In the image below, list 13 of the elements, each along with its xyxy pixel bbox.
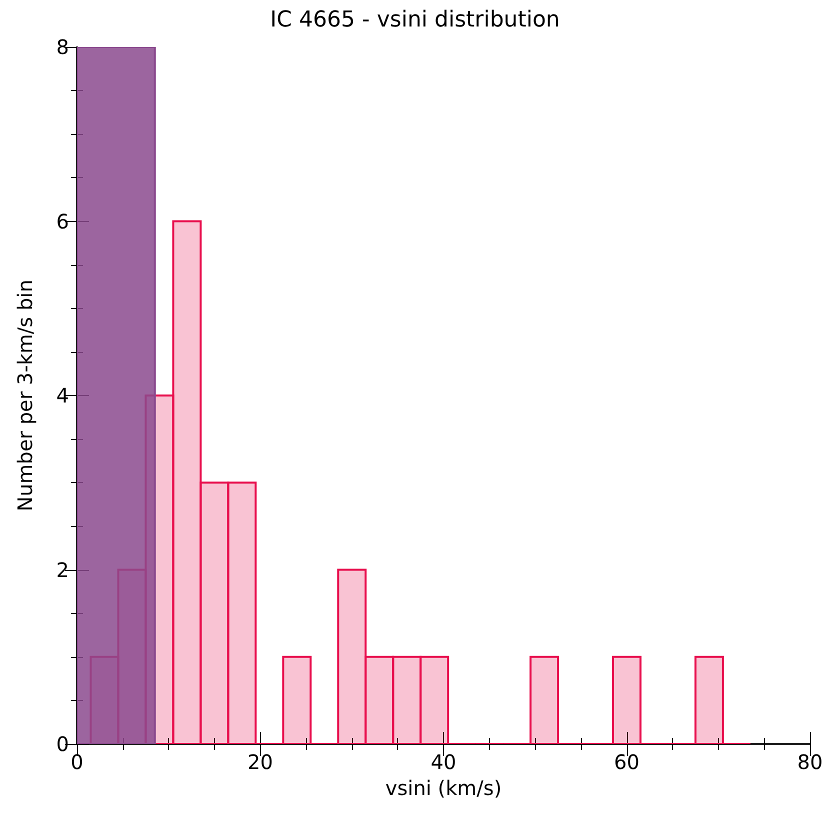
y-tick-label: 8: [56, 35, 69, 59]
x-tick-label: 80: [797, 750, 823, 774]
x-tick-label: 0: [70, 750, 84, 774]
y-tick-label: 0: [56, 732, 69, 756]
x-axis-title: vsini (km/s): [385, 776, 502, 800]
x-tick-label: 20: [248, 750, 273, 774]
y-axis-title: Number per 3-km/s bin: [13, 280, 37, 512]
chart-title: IC 4665 - vsini distribution: [270, 8, 560, 32]
x-tick-label: 40: [430, 750, 456, 774]
y-tick-label: 2: [56, 558, 69, 582]
x-tick-label: 60: [614, 750, 640, 774]
y-tick-label: 6: [56, 209, 69, 234]
y-tick-label: 4: [56, 384, 69, 408]
